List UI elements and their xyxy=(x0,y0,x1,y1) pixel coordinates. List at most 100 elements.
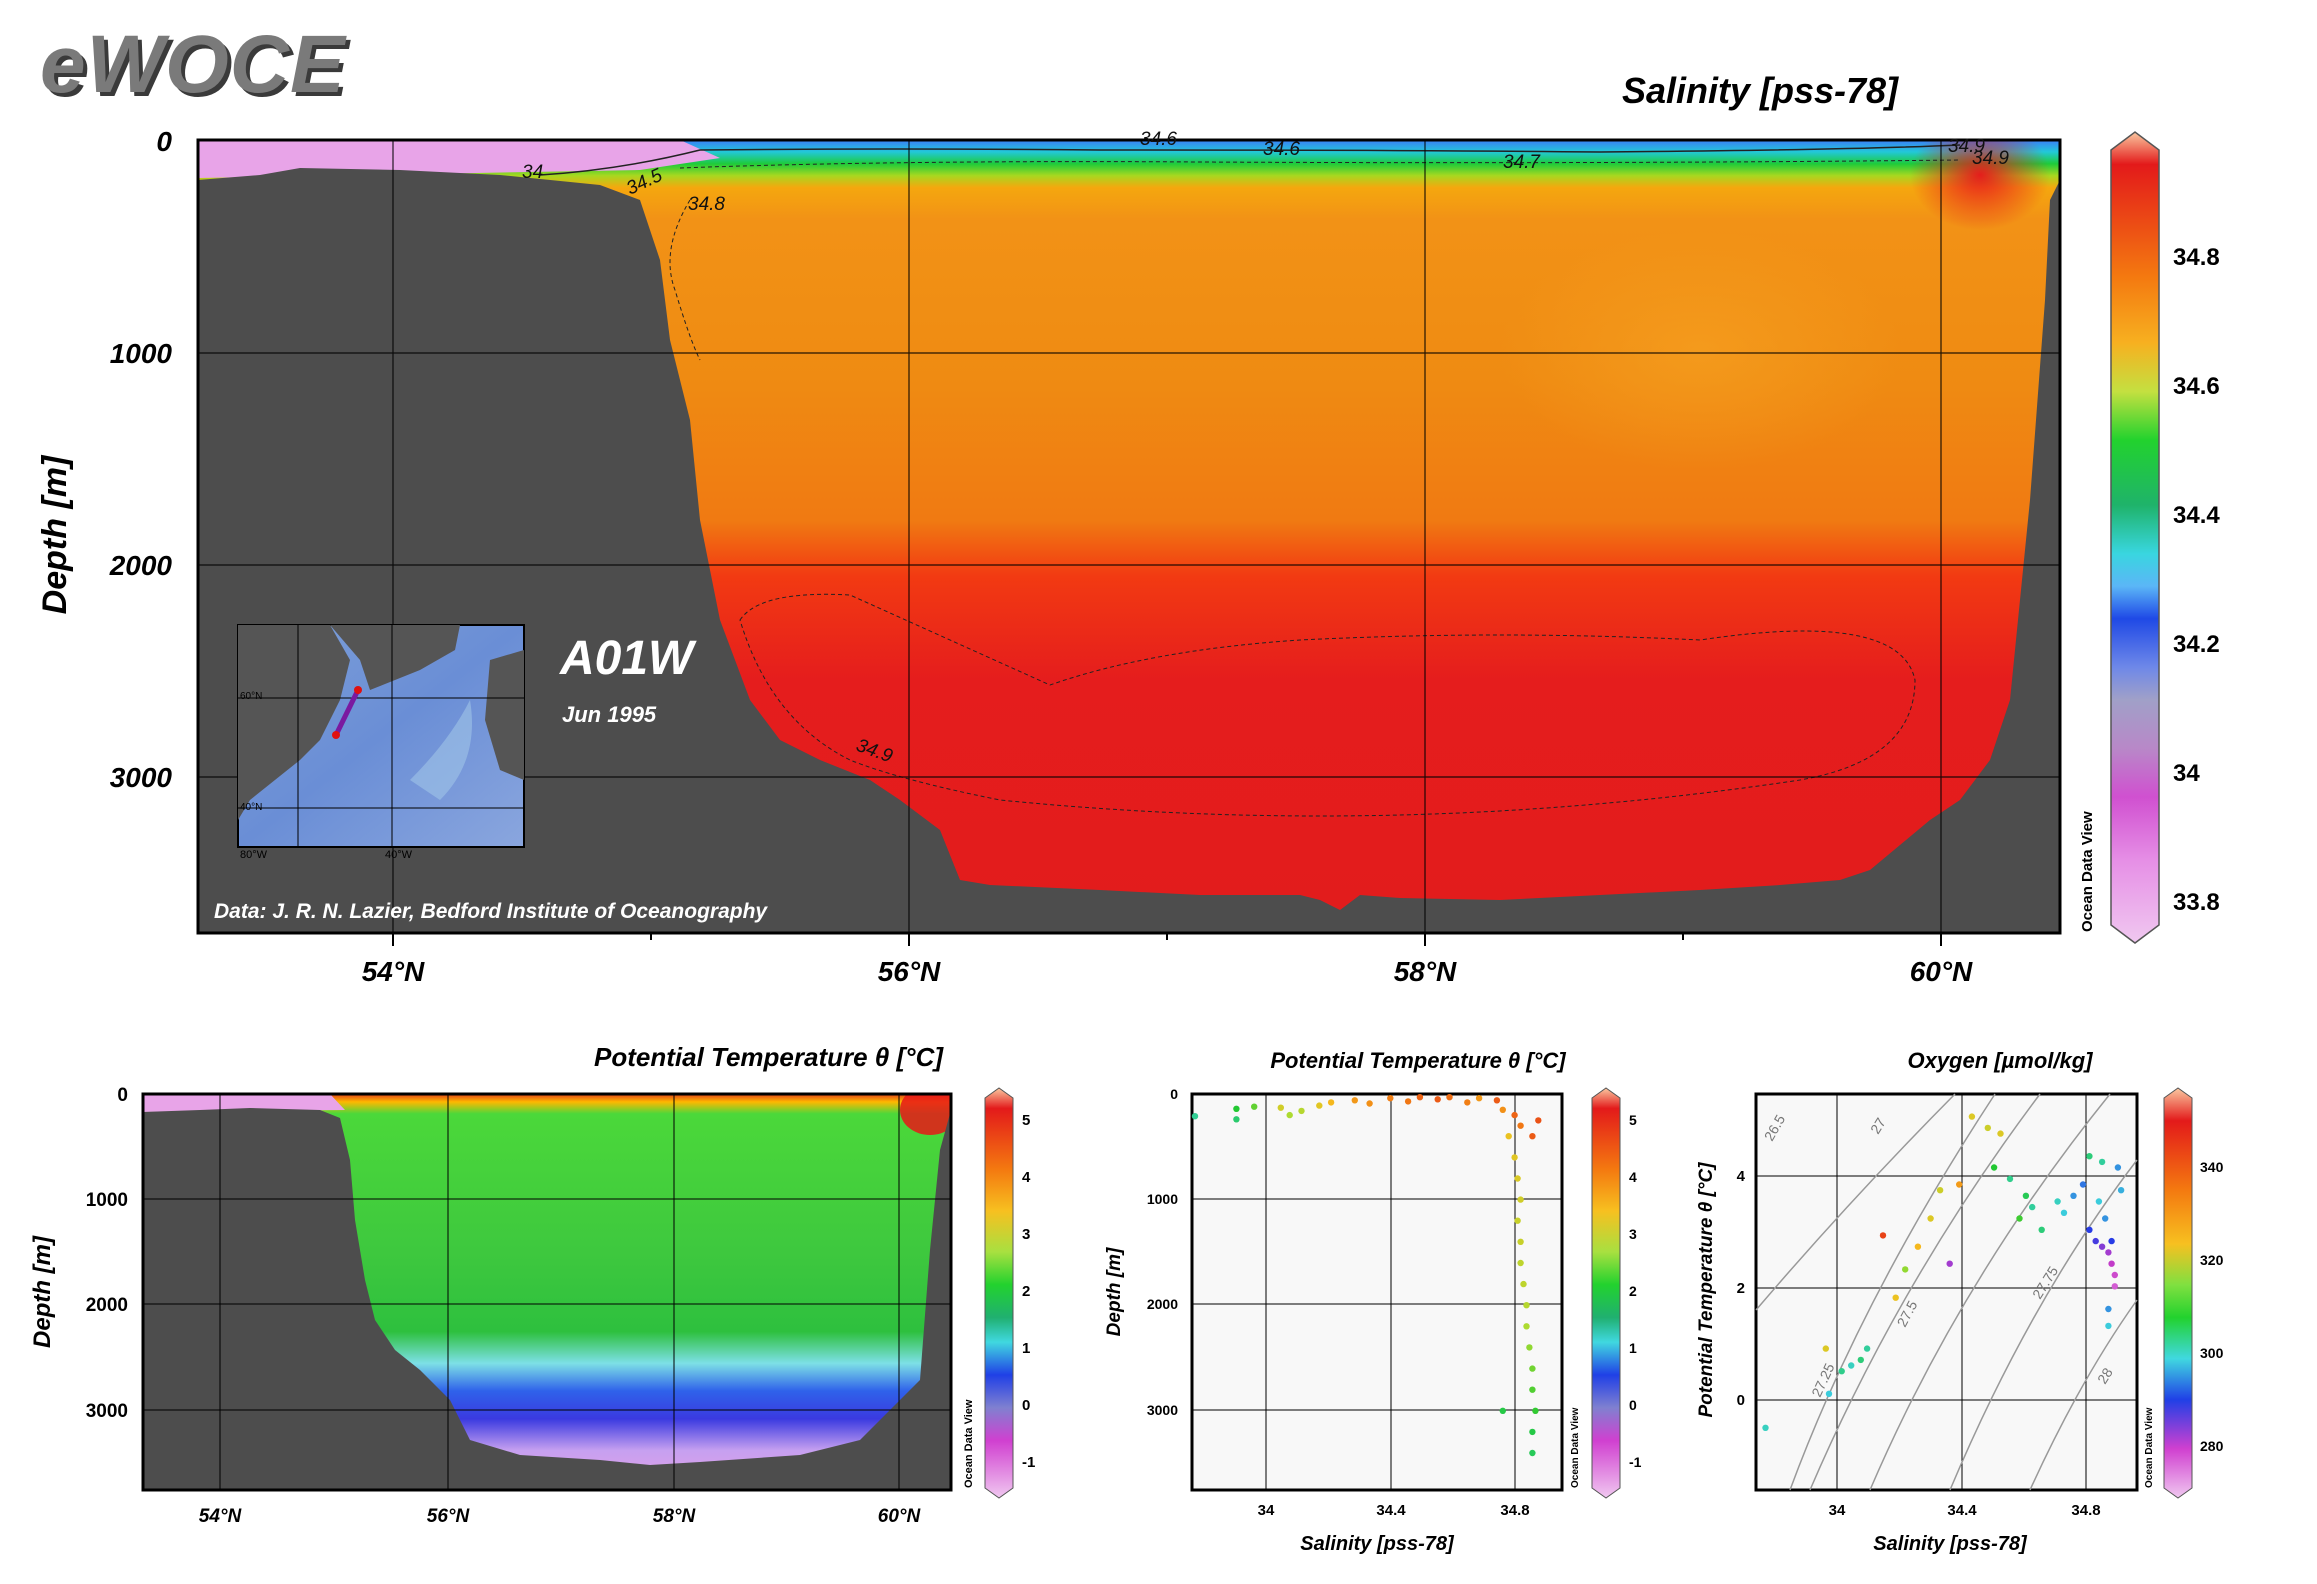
ts-watermark: Ocean Data View xyxy=(2144,1407,2155,1488)
colorbar-tick: 4 xyxy=(1022,1169,1031,1186)
theta-topography xyxy=(143,1108,951,1490)
map-lat-label: 60°N xyxy=(240,691,262,702)
scatter-point xyxy=(1511,1154,1518,1161)
y-tick: 3000 xyxy=(110,762,173,793)
isopycnal-label: 27 xyxy=(1867,1115,1889,1137)
profile-y-ticks: 0 1000 2000 3000 xyxy=(1147,1086,1178,1418)
oxygen-colorbar xyxy=(2163,1087,2193,1499)
ts-y-ticks: 4 2 0 xyxy=(1737,1168,1746,1409)
profile-colorbar-ticks: 5 4 3 2 1 0 -1 xyxy=(1629,1112,1642,1470)
theta-section: Potential Temperature θ [°C] Depth [m] 0… xyxy=(29,1042,1035,1527)
scatter-point xyxy=(1446,1094,1453,1101)
oxygen-colorbar-ticks: 340 320 300 280 xyxy=(2200,1159,2224,1454)
scatter-point xyxy=(2006,1175,2014,1183)
scatter-point xyxy=(1517,1259,1524,1267)
scatter-point xyxy=(1927,1215,1934,1222)
theta-y-axis-label: Depth [m] xyxy=(29,1235,56,1348)
scatter-point xyxy=(1526,1344,1533,1351)
colorbar-tick: 340 xyxy=(2200,1159,2224,1175)
ts-y-axis-label: Potential Temperature θ [°C] xyxy=(1696,1162,1717,1418)
scatter-point xyxy=(1493,1097,1501,1104)
scatter-point xyxy=(1523,1302,1530,1309)
data-credit: Data: J. R. N. Lazier, Bedford Institute… xyxy=(214,900,768,923)
scatter-point xyxy=(1848,1362,1855,1369)
x-tick: 58°N xyxy=(653,1506,697,1527)
contour-label: 34.7 xyxy=(1503,152,1541,173)
colorbar-tick: 5 xyxy=(1022,1112,1030,1129)
scatter-point xyxy=(1892,1294,1899,1301)
colorbar-tick: 2 xyxy=(1629,1283,1637,1299)
map-north-america xyxy=(238,625,350,820)
x-tick: 34 xyxy=(1258,1502,1275,1519)
scatter-point xyxy=(1529,1386,1536,1393)
scatter-point xyxy=(2108,1260,2115,1267)
profile-plot: Potential Temperature θ [°C] Depth [m] S… xyxy=(1104,1048,1642,1555)
isopycnal-label: 28 xyxy=(2094,1365,2116,1387)
profile-title: Potential Temperature θ [°C] xyxy=(1270,1048,1566,1073)
scatter-point xyxy=(2029,1203,2036,1211)
colorbar-tick: 5 xyxy=(1629,1112,1637,1128)
colorbar-tick: 1 xyxy=(1629,1340,1637,1356)
colorbar-tick: 33.8 xyxy=(2173,889,2220,916)
y-tick: 3000 xyxy=(1147,1402,1178,1418)
odv-watermark: Ocean Data View xyxy=(2079,811,2096,932)
colorbar-tick: 34.8 xyxy=(2173,244,2220,271)
y-tick: 1000 xyxy=(1147,1191,1178,1207)
x-tick: 60°N xyxy=(1910,956,1973,987)
colorbar-tick: 0 xyxy=(1022,1397,1030,1414)
salinity-high-core xyxy=(1910,140,2050,230)
scatter-point xyxy=(2060,1209,2068,1217)
scatter-point xyxy=(2086,1153,2093,1160)
main-x-tick-marks xyxy=(392,933,1942,946)
contour-label: 34 xyxy=(522,162,543,183)
scatter-point xyxy=(1762,1424,1769,1432)
x-tick: 60°N xyxy=(878,1506,922,1527)
contour-label: 34.9 xyxy=(1972,148,2009,169)
x-tick: 34.4 xyxy=(1947,1502,1977,1519)
scatter-point xyxy=(2117,1187,2125,1194)
scatter-point xyxy=(1191,1113,1199,1120)
colorbar-tick: -1 xyxy=(1022,1454,1035,1471)
scatter-point xyxy=(1366,1100,1373,1107)
inset-map: 60°N 40°N 80°W 40°W xyxy=(237,624,525,861)
y-tick: 0 xyxy=(1170,1086,1178,1102)
scatter-point xyxy=(2102,1215,2109,1222)
ts-plot-frame xyxy=(1754,1092,2139,1492)
scatter-point xyxy=(2098,1243,2106,1250)
scatter-point xyxy=(2108,1237,2115,1245)
colorbar-tick: 300 xyxy=(2200,1345,2224,1361)
scatter-point xyxy=(1984,1124,1992,1132)
contour-label: 34.6 xyxy=(1140,129,1177,150)
scatter-point xyxy=(1434,1096,1441,1103)
profile-y-axis-label: Depth [m] xyxy=(1104,1247,1125,1336)
theta-colorbar-ticks: 5 4 3 2 1 0 -1 xyxy=(1022,1112,1035,1471)
section-label: A01W xyxy=(559,632,697,685)
scatter-point xyxy=(1499,1106,1507,1114)
colorbar-tick: 34.4 xyxy=(2173,502,2220,529)
salinity-colorbar xyxy=(2110,131,2160,944)
scatter-point xyxy=(1475,1095,1483,1102)
contour-34 xyxy=(539,144,1961,176)
scatter-point xyxy=(2105,1249,2112,1256)
x-tick: 34 xyxy=(1829,1502,1846,1519)
profile-watermark: Ocean Data View xyxy=(1570,1407,1581,1488)
x-tick: 54°N xyxy=(199,1506,243,1527)
scatter-point xyxy=(2111,1283,2118,1290)
x-tick: 56°N xyxy=(427,1506,471,1527)
scatter-point xyxy=(2105,1305,2112,1313)
isopycnals xyxy=(1755,1093,2138,1491)
scatter-point xyxy=(1946,1260,1953,1267)
scatter-point xyxy=(1863,1345,1871,1352)
profile-points xyxy=(1191,1094,1542,1457)
scatter-point xyxy=(2092,1237,2099,1245)
scatter-point xyxy=(2016,1215,2023,1222)
scatter-point xyxy=(1520,1280,1527,1288)
scatter-point xyxy=(1529,1428,1536,1436)
scatter-point xyxy=(2095,1198,2103,1205)
theta-grid xyxy=(143,1094,951,1490)
scatter-point xyxy=(1838,1368,1845,1375)
contour-34-7 xyxy=(679,159,1961,169)
section-date: Jun 1995 xyxy=(562,702,657,727)
ts-grid xyxy=(1756,1094,2137,1490)
